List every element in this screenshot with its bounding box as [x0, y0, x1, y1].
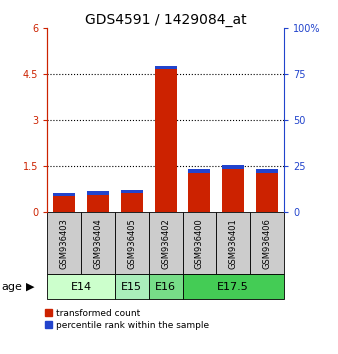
Bar	[121, 193, 143, 212]
Bar	[189, 173, 210, 212]
Text: GSM936400: GSM936400	[195, 218, 204, 269]
Text: GSM936401: GSM936401	[229, 218, 238, 269]
Bar	[53, 196, 75, 212]
Bar	[183, 212, 216, 274]
Bar	[256, 170, 278, 173]
Text: GSM936403: GSM936403	[60, 218, 69, 269]
Bar	[155, 66, 177, 69]
Bar	[47, 212, 81, 274]
Text: GSM936402: GSM936402	[161, 218, 170, 269]
Bar	[256, 173, 278, 212]
Text: GSM936405: GSM936405	[127, 218, 136, 269]
Text: age: age	[2, 282, 23, 292]
Bar	[121, 190, 143, 193]
Text: E17.5: E17.5	[217, 282, 249, 292]
Text: E14: E14	[71, 282, 92, 292]
Text: ▶: ▶	[26, 282, 34, 292]
Text: GSM936406: GSM936406	[263, 218, 271, 269]
Bar	[222, 165, 244, 169]
Bar	[149, 274, 183, 299]
Bar	[87, 191, 109, 195]
Bar	[87, 195, 109, 212]
Bar	[53, 193, 75, 196]
Bar	[149, 212, 183, 274]
Title: GDS4591 / 1429084_at: GDS4591 / 1429084_at	[85, 13, 246, 27]
Text: E16: E16	[155, 282, 176, 292]
Bar	[216, 212, 250, 274]
Bar	[115, 274, 149, 299]
Bar	[183, 274, 284, 299]
Text: E15: E15	[121, 282, 142, 292]
Bar	[222, 169, 244, 212]
Text: GSM936404: GSM936404	[94, 218, 102, 269]
Bar	[81, 212, 115, 274]
Bar	[250, 212, 284, 274]
Bar	[47, 274, 115, 299]
Legend: transformed count, percentile rank within the sample: transformed count, percentile rank withi…	[45, 309, 209, 330]
Bar	[115, 212, 149, 274]
Bar	[155, 69, 177, 212]
Bar	[189, 169, 210, 173]
